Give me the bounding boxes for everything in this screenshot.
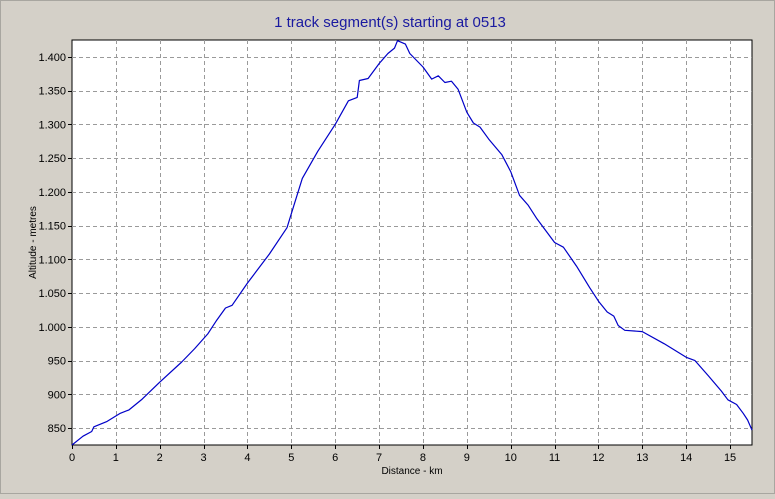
y-tick-label: 850 [48, 423, 66, 435]
y-tick-label: 1.050 [38, 288, 66, 300]
y-axis-label: Altitude - metres [28, 206, 39, 279]
x-tick-label: 9 [464, 452, 470, 464]
tick-labels: 0 1 2 3 4 5 6 7 8 9 10 11 12 13 14 158509009501.0001.05… [38, 52, 736, 464]
y-tick-label: 1.300 [38, 119, 66, 131]
x-tick-label: 15 [724, 452, 736, 464]
axis-ticks [68, 57, 731, 449]
x-tick-label: 4 [244, 452, 250, 464]
x-tick-label: 14 [680, 452, 692, 464]
y-tick-label: 900 [48, 389, 66, 401]
chart-title: 1 track segment(s) starting at 0513 [274, 14, 506, 31]
x-tick-label: 8 [420, 452, 426, 464]
y-tick-label: 1.200 [38, 187, 66, 199]
x-tick-label: 11 [549, 452, 560, 464]
y-tick-label: 1.350 [38, 86, 66, 98]
x-tick-label: 10 [505, 452, 517, 464]
x-tick-label: 0 [69, 452, 75, 464]
y-tick-label: 1.400 [38, 52, 66, 64]
x-tick-label: 12 [592, 452, 604, 464]
x-tick-label: 6 [332, 452, 338, 464]
x-axis-label: Distance - km [381, 466, 442, 477]
x-tick-label: 5 [288, 452, 294, 464]
y-tick-label: 1.000 [38, 322, 66, 334]
y-tick-label: 1.250 [38, 153, 66, 165]
series-layer [71, 40, 753, 446]
y-tick-label: 1.100 [38, 254, 66, 266]
x-tick-label: 1 [113, 452, 119, 464]
grid-lines [72, 40, 752, 445]
plot-area [71, 39, 753, 446]
x-tick-label: 3 [201, 452, 207, 464]
y-tick-label: 950 [48, 356, 66, 368]
x-tick-label: 2 [157, 452, 163, 464]
x-tick-label: 13 [636, 452, 648, 464]
altitude-series-line [71, 40, 753, 446]
x-tick-label: 7 [376, 452, 382, 464]
y-tick-label: 1.150 [38, 221, 66, 233]
